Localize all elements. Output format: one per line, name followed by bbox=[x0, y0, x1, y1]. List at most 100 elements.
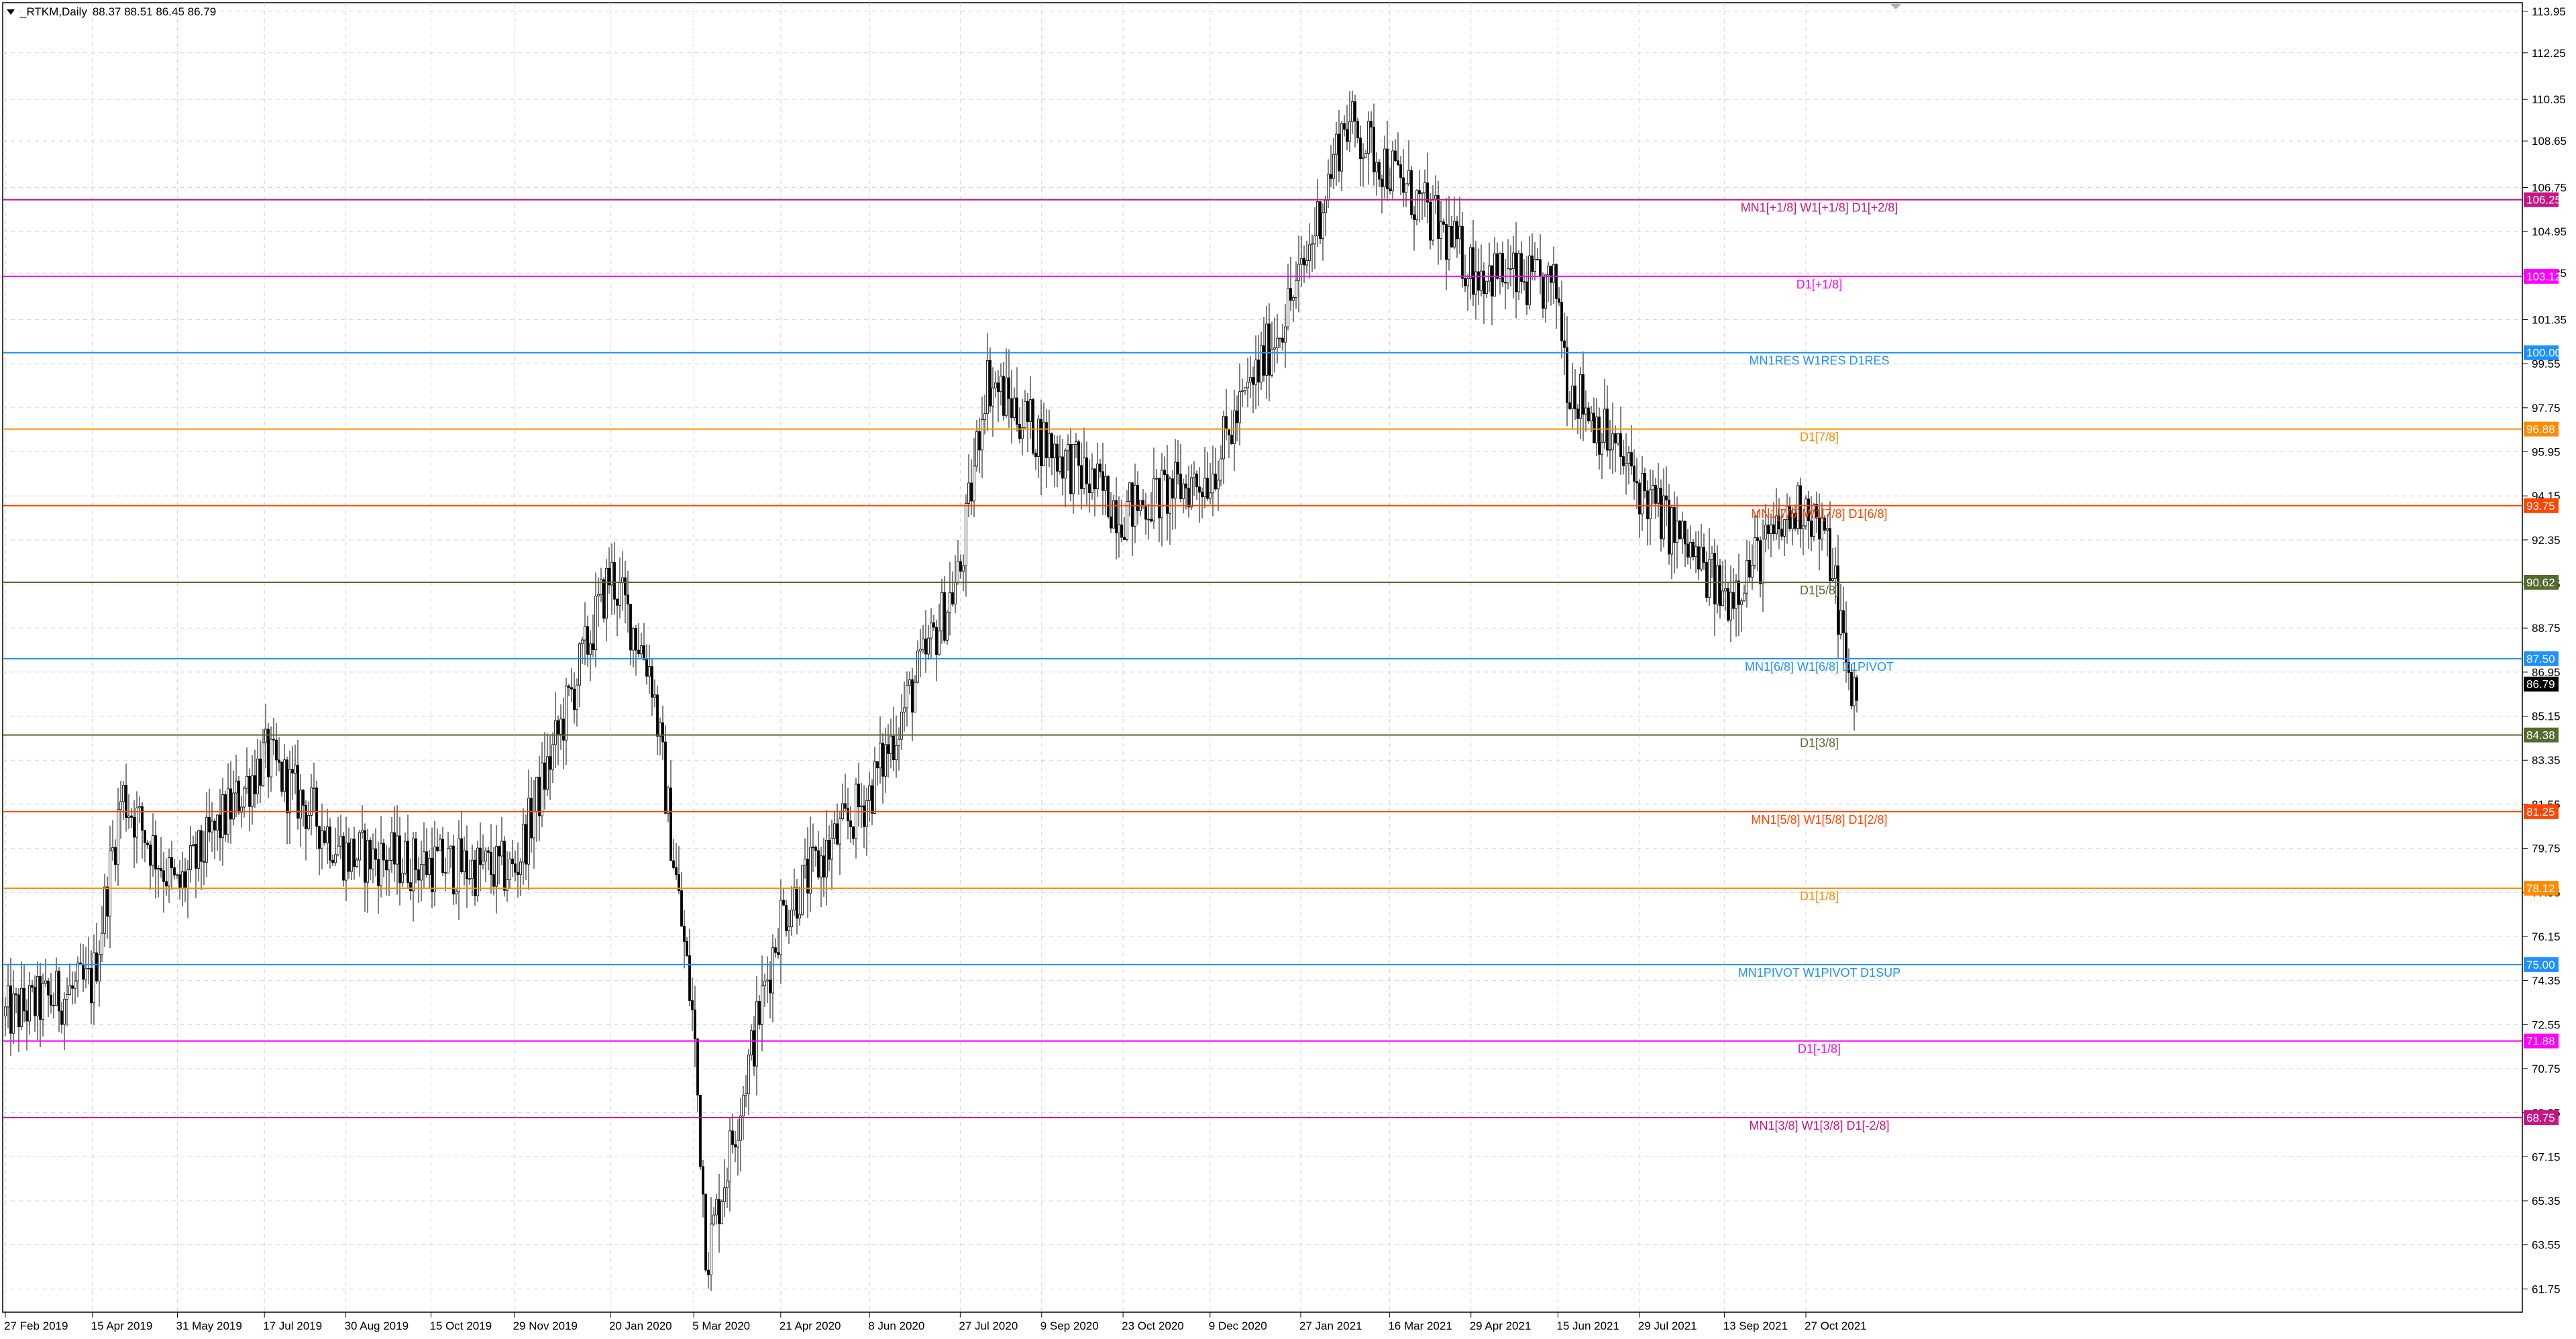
candle-body bbox=[101, 932, 103, 955]
candle-body bbox=[737, 1140, 739, 1148]
candle-body bbox=[157, 868, 160, 870]
candle-body bbox=[1601, 441, 1603, 455]
candle-body bbox=[812, 847, 814, 849]
candle-body bbox=[726, 1181, 729, 1189]
candle-body bbox=[989, 360, 991, 407]
x-tick-label: 15 Jun 2021 bbox=[1556, 1320, 1619, 1332]
candle-body bbox=[669, 788, 672, 861]
candle-body bbox=[334, 854, 337, 863]
candle-body bbox=[554, 720, 557, 745]
candle-body bbox=[1788, 506, 1791, 529]
candle-body bbox=[573, 688, 576, 710]
candle-body bbox=[1799, 485, 1802, 529]
candle-body bbox=[1759, 540, 1762, 584]
candle-body bbox=[602, 579, 605, 619]
level-label: MN1[6/8] W1[6/8] D1PIVOT bbox=[1745, 660, 1894, 674]
candle-body bbox=[825, 840, 828, 877]
y-tick-label: 61.75 bbox=[2532, 1283, 2561, 1295]
candle-body bbox=[479, 847, 482, 865]
x-tick-label: 29 Nov 2019 bbox=[513, 1320, 578, 1332]
candle-body bbox=[640, 645, 643, 655]
price-axis[interactable]: 113.95 112.25 110.35 108.65 106.75 104.95 103.… bbox=[2522, 5, 2567, 1296]
x-tick-label: 17 Jul 2019 bbox=[263, 1320, 322, 1332]
candle-body bbox=[586, 626, 589, 655]
x-tick-label: 23 Oct 2020 bbox=[1122, 1320, 1184, 1332]
candle-body bbox=[1834, 565, 1837, 579]
candle-body bbox=[1708, 559, 1711, 598]
level-price-tag-text: 93.75 bbox=[2526, 500, 2555, 513]
candle-body bbox=[844, 803, 847, 809]
candle-body bbox=[76, 962, 79, 981]
candle-body bbox=[1762, 539, 1764, 584]
candle-body bbox=[339, 836, 342, 847]
candle-body bbox=[632, 628, 635, 651]
chart-shift-marker[interactable] bbox=[1890, 4, 1901, 9]
candle-body bbox=[1069, 444, 1072, 494]
candle-body bbox=[1284, 326, 1287, 343]
candle-body bbox=[1512, 252, 1515, 269]
level-label: MN1[5/8] W1[5/8] D1[2/8] bbox=[1751, 813, 1887, 826]
candle-body bbox=[1568, 402, 1571, 409]
candle-body bbox=[205, 816, 208, 863]
candle-body bbox=[627, 594, 629, 604]
candle-body bbox=[447, 848, 449, 873]
candle-body bbox=[1169, 478, 1171, 514]
candle-body bbox=[1362, 156, 1364, 160]
candle-body bbox=[629, 604, 632, 651]
candle-body bbox=[1233, 410, 1236, 444]
candle-body bbox=[584, 626, 586, 641]
current-price-tag-text: 86.79 bbox=[2526, 678, 2555, 691]
candle-body bbox=[1131, 482, 1134, 527]
candle-body bbox=[1488, 265, 1491, 282]
candle-body bbox=[1391, 150, 1394, 192]
candle-body bbox=[1373, 127, 1375, 172]
candle-body bbox=[828, 840, 830, 860]
candle-body bbox=[1574, 385, 1576, 410]
candle-body bbox=[122, 785, 125, 802]
candle-body bbox=[1673, 507, 1676, 543]
candle-body bbox=[667, 788, 669, 814]
candle-body bbox=[594, 596, 597, 651]
candle-body bbox=[186, 869, 189, 889]
candle-body bbox=[240, 806, 243, 813]
candle-body bbox=[1576, 409, 1579, 419]
candlestick-series bbox=[4, 90, 1858, 1291]
candle-body bbox=[1021, 427, 1024, 439]
candle-body bbox=[758, 1001, 761, 1025]
menu-triangle-icon[interactable] bbox=[7, 9, 15, 15]
candle-body bbox=[1107, 476, 1110, 517]
candle-body bbox=[774, 947, 777, 953]
candle-body bbox=[1815, 504, 1818, 519]
candle-body bbox=[876, 761, 879, 769]
candle-body bbox=[997, 382, 1000, 392]
candle-body bbox=[90, 968, 93, 1004]
candle-body bbox=[127, 815, 130, 818]
candle-body bbox=[133, 816, 136, 838]
x-tick-label: 15 Apr 2019 bbox=[91, 1320, 153, 1332]
candle-body bbox=[1711, 553, 1713, 560]
time-axis[interactable]: 27 Feb 2019 15 Apr 2019 31 May 2019 17 Jul … bbox=[4, 1312, 1867, 1332]
candle-body bbox=[849, 820, 852, 828]
candle-body bbox=[1040, 419, 1042, 466]
candle-body bbox=[1525, 281, 1528, 305]
murrey-levels: MN1[+1/8] W1[+1/8] D1[+2/8] D1[+1/8] MN1RE… bbox=[3, 199, 2522, 1132]
level-price-tag-text: 75.00 bbox=[2526, 959, 2555, 971]
candle-body bbox=[1448, 225, 1450, 260]
candle-body bbox=[428, 857, 431, 875]
candle-body bbox=[903, 707, 906, 712]
level-price-tag-text: 103.12 bbox=[2526, 270, 2561, 283]
candle-body bbox=[203, 861, 205, 863]
candle-body bbox=[1155, 478, 1158, 480]
candle-body bbox=[401, 873, 404, 883]
candle-body bbox=[500, 841, 503, 857]
candle-body bbox=[1850, 672, 1853, 706]
candle-body bbox=[916, 650, 919, 683]
candle-body bbox=[589, 643, 592, 655]
candle-body bbox=[1729, 592, 1732, 621]
candle-body bbox=[986, 360, 989, 415]
candle-body bbox=[522, 824, 525, 863]
candle-body bbox=[688, 955, 691, 1001]
candle-body bbox=[830, 838, 833, 860]
candle-body bbox=[782, 900, 785, 906]
